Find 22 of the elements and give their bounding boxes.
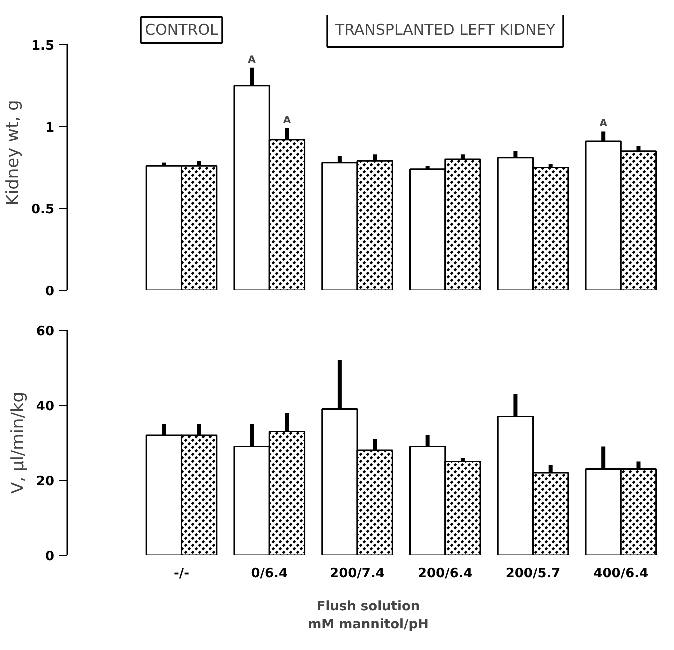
x-tick-label: 400/6.4 [594,566,649,582]
y-tick-label: 0 [45,550,54,564]
text: CONTROL [145,21,220,40]
y-tick-label: 20 [36,474,55,490]
x-axis-title: Flush solution mM mannitol/pH [308,600,429,632]
y-tick-label: 1.5 [31,38,54,54]
x-tick-label: -/- [174,566,190,582]
y-tick-label: 0 [45,284,54,300]
x-tick-label: 200/7.4 [330,566,385,582]
y-tick-label: 60 [36,324,55,340]
annotation: A [600,118,608,130]
y-tick-label: 40 [36,400,55,414]
annotation: A [248,54,256,66]
y-axis-title: Kidney wt, g [3,100,24,206]
y-tick-label: 0.5 [31,202,54,218]
y-axis-title: V, µl/min/kg [8,392,28,494]
text: TRANSPLANTED LEFT KIDNEY [334,21,556,40]
annotation: A [283,115,292,126]
x-tick-label: 0/6.4 [251,566,288,582]
x-tick-label: 200/6.4 [418,566,473,582]
x-tick-label: 200/5.7 [506,566,561,582]
y-tick-label: 1 [45,120,54,136]
